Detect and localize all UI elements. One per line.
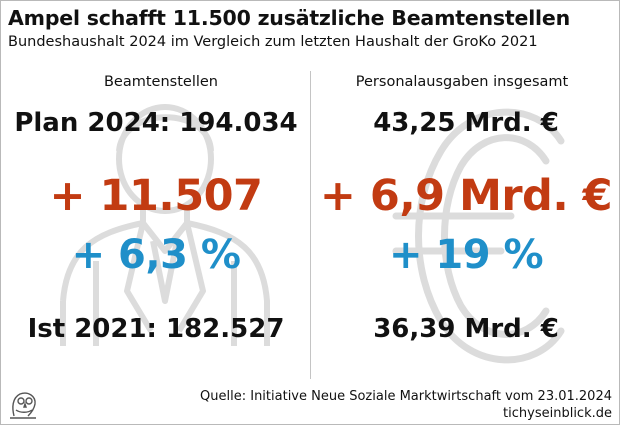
euro-sign-icon <box>392 108 565 364</box>
left-change-percent: + 6,3 % <box>71 232 241 278</box>
source-note: Quelle: Initiative Neue Soziale Marktwir… <box>200 389 612 404</box>
site-credit: tichyseinblick.de <box>503 406 612 421</box>
right-bottom-value: 36,39 Mrd. € <box>373 314 559 344</box>
left-bottom-value: Ist 2021: 182.527 <box>27 314 285 344</box>
column-divider <box>310 71 311 379</box>
page-title: Ampel schafft 11.500 zusätzliche Beamten… <box>8 6 570 30</box>
owl-logo-icon <box>10 392 36 419</box>
left-change-absolute: + 11.507 <box>49 171 263 221</box>
right-column-heading: Personalausgaben insgesamt <box>355 74 569 90</box>
right-change-percent: + 19 % <box>388 232 544 278</box>
left-top-value: Plan 2024: 194.034 <box>14 108 298 138</box>
right-top-value: 43,25 Mrd. € <box>373 108 559 138</box>
left-column-heading: Beamtenstellen <box>103 74 218 90</box>
right-change-absolute: + 6,9 Mrd. € <box>319 171 613 221</box>
civil-servant-silhouette-icon <box>60 104 270 346</box>
page-subtitle: Bundeshaushalt 2024 im Vergleich zum let… <box>8 34 538 50</box>
